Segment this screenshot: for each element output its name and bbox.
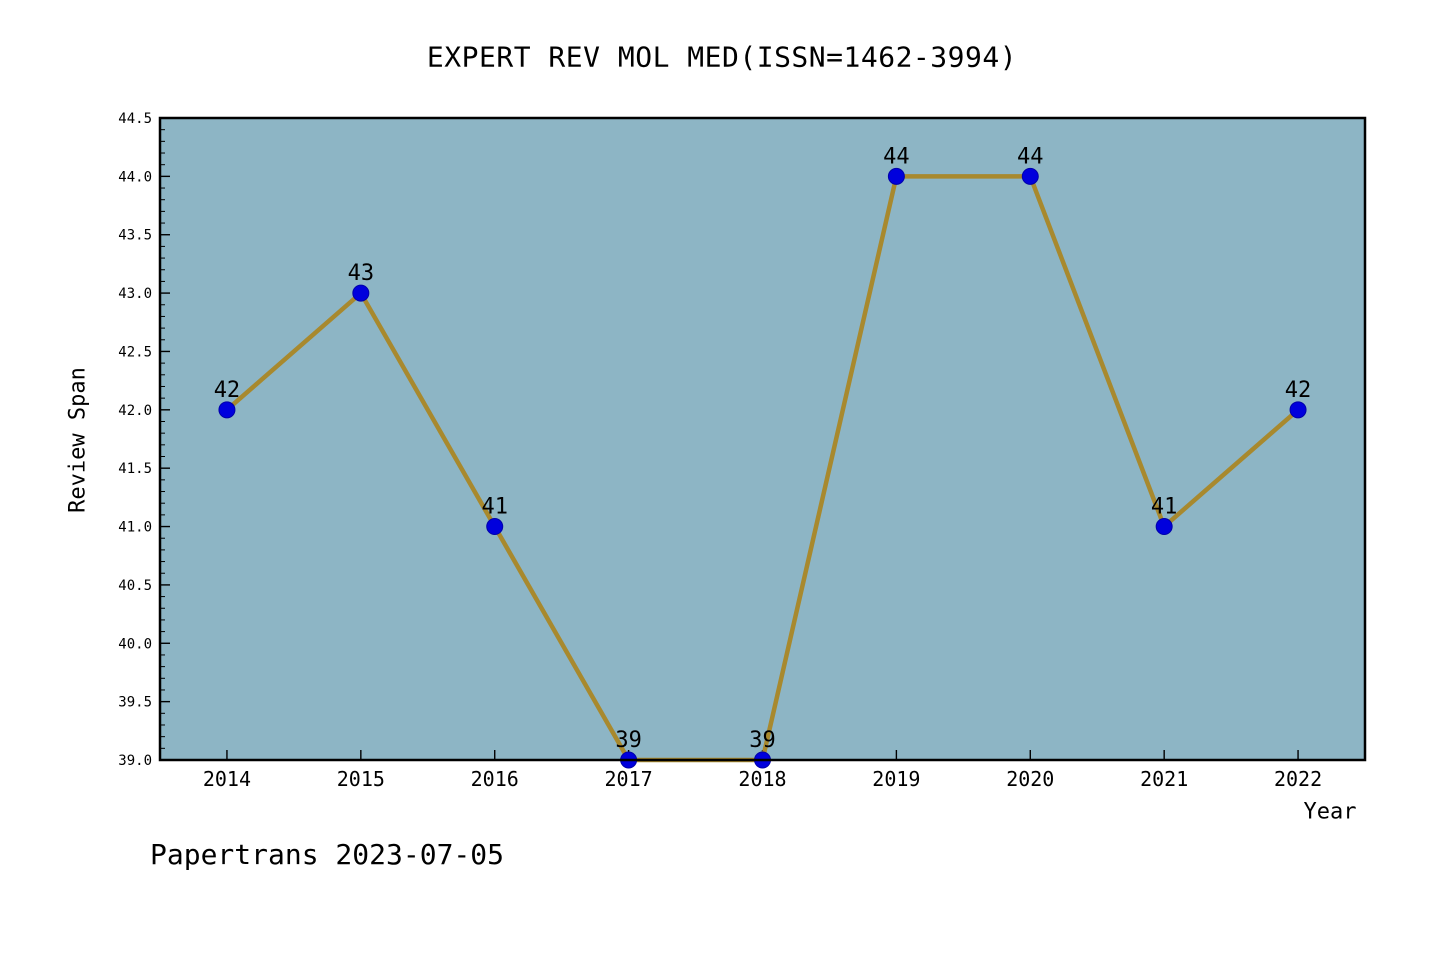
chart-title: EXPERT REV MOL MED(ISSN=1462-3994) <box>426 40 1018 74</box>
data-point <box>887 167 905 185</box>
data-point-label: 42 <box>1285 378 1312 403</box>
y-tick-label: 42.5 <box>118 344 152 360</box>
x-tick-label: 2014 <box>203 767 251 791</box>
y-axis-label: Review Span <box>65 367 91 513</box>
x-tick-label: 2019 <box>872 767 920 791</box>
x-tick-label: 2015 <box>337 767 385 791</box>
x-tick-label: 2017 <box>605 767 653 791</box>
y-tick-label: 40.0 <box>118 636 152 652</box>
y-tick-label: 44.0 <box>118 169 152 185</box>
y-tick-label: 44.5 <box>118 111 152 127</box>
y-tick-label: 42.0 <box>118 403 152 419</box>
footer-note: Papertrans 2023-07-05 <box>150 838 505 871</box>
data-point-label: 41 <box>481 495 508 520</box>
y-tick-label: 41.0 <box>118 520 152 536</box>
data-point-label: 44 <box>883 144 910 169</box>
data-point-label: 39 <box>615 728 642 753</box>
plot-frame <box>158 116 1367 762</box>
y-tick-label: 39.5 <box>118 695 152 711</box>
y-tick-label: 43.5 <box>118 228 152 244</box>
data-point <box>486 518 504 536</box>
data-point-label: 39 <box>749 728 776 753</box>
data-point <box>1021 167 1039 185</box>
y-tick-label: 43.0 <box>118 286 152 302</box>
data-point <box>218 401 236 419</box>
x-axis-label: Year <box>1303 799 1357 825</box>
data-point <box>352 284 370 302</box>
y-tick-label: 40.5 <box>118 578 152 594</box>
plot-area <box>160 118 1365 760</box>
data-point-label: 43 <box>348 261 375 286</box>
data-point <box>1289 401 1307 419</box>
x-tick-label: 2021 <box>1140 767 1188 791</box>
data-point-label: 42 <box>214 378 241 403</box>
y-tick-label: 41.5 <box>118 461 152 477</box>
x-tick-label: 2022 <box>1274 767 1322 791</box>
y-tick-label: 39.0 <box>118 753 152 769</box>
data-point-label: 44 <box>1017 144 1044 169</box>
x-tick-label: 2016 <box>471 767 519 791</box>
x-tick-label: 2018 <box>738 767 786 791</box>
data-point-label: 41 <box>1151 495 1178 520</box>
x-tick-label: 2020 <box>1006 767 1054 791</box>
data-point <box>1155 518 1173 536</box>
